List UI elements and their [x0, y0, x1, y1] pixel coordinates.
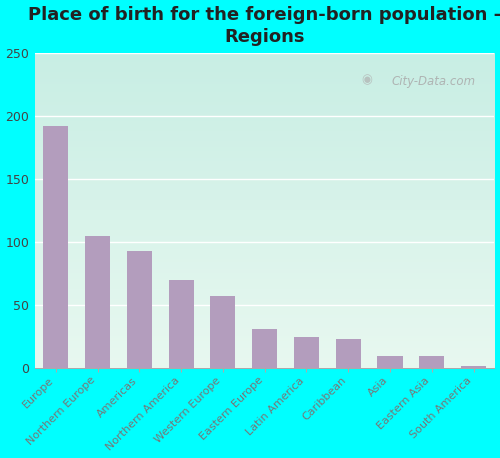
Bar [378, 355, 402, 368]
Bar [420, 355, 444, 368]
Text: City-Data.com: City-Data.com [392, 75, 476, 88]
Text: ◉: ◉ [361, 73, 372, 87]
Bar [294, 337, 319, 368]
Bar [127, 251, 152, 368]
Bar [461, 366, 486, 368]
Title: Place of birth for the foreign-born population -
Regions: Place of birth for the foreign-born popu… [28, 5, 500, 46]
Bar [44, 126, 68, 368]
Bar [168, 280, 194, 368]
Bar [210, 296, 236, 368]
Bar [336, 339, 361, 368]
Bar [85, 236, 110, 368]
Bar [252, 329, 277, 368]
